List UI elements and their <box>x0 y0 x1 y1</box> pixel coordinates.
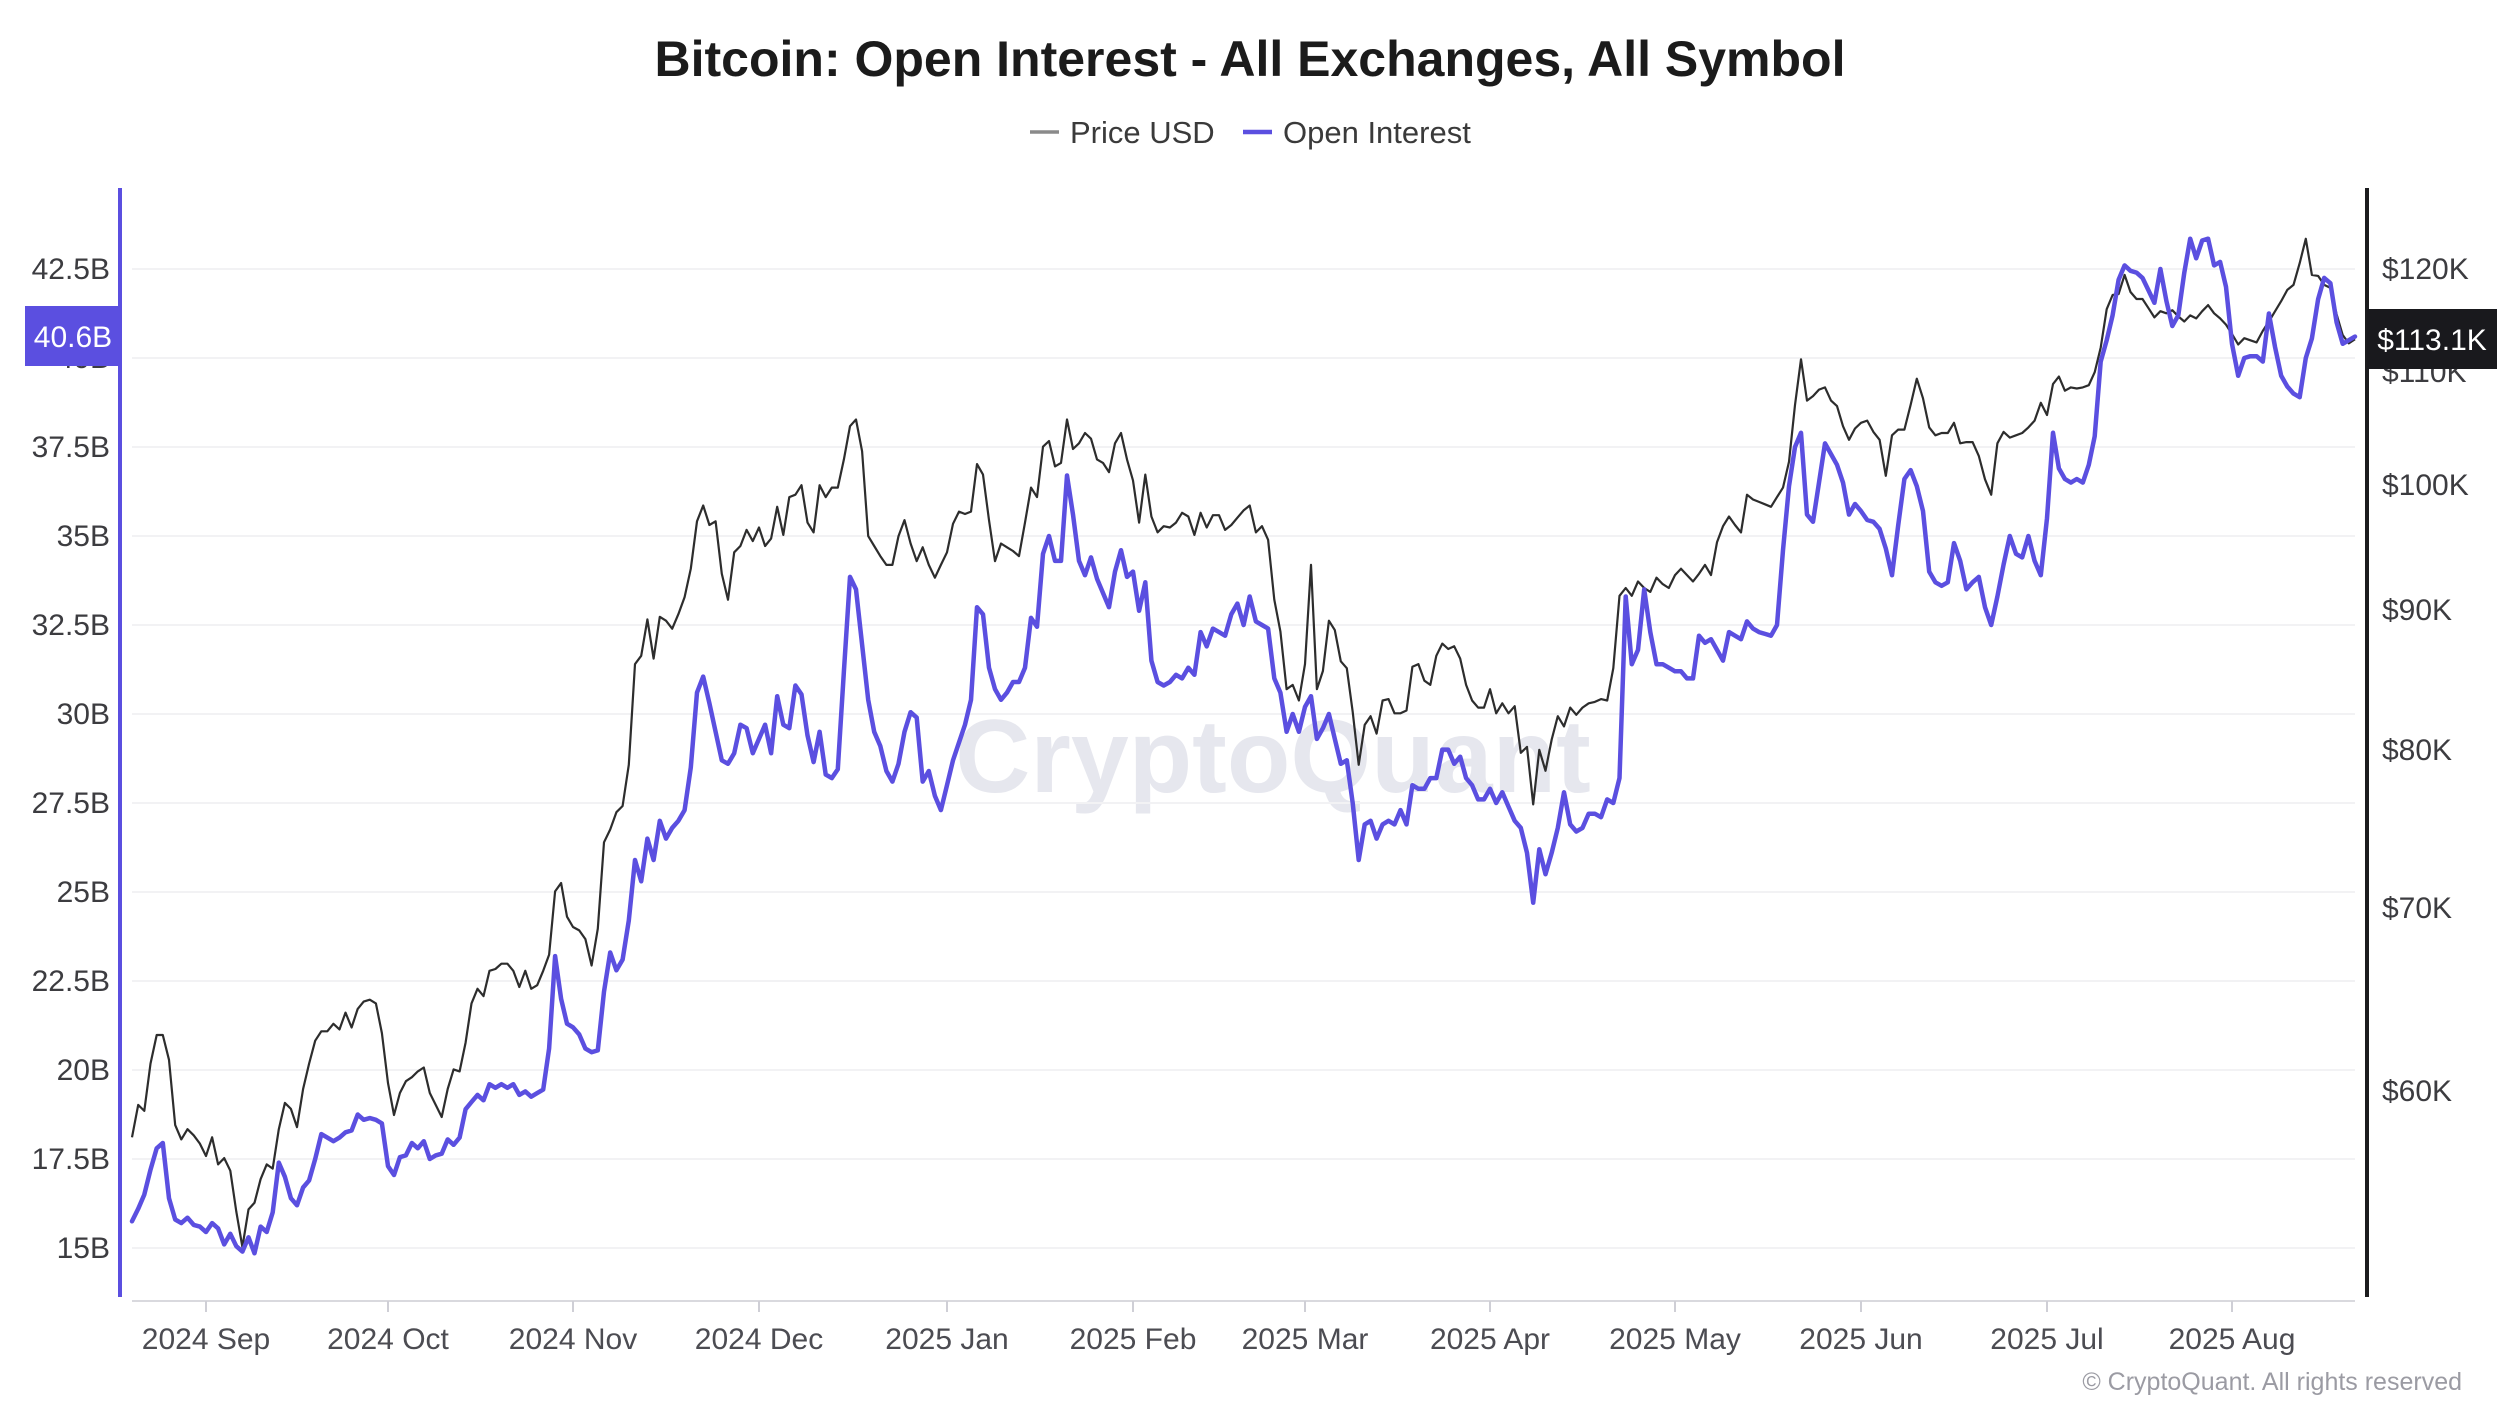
svg-text:2025 Aug: 2025 Aug <box>2169 1323 2296 1356</box>
svg-text:$80K: $80K <box>2382 734 2452 767</box>
svg-text:$120K: $120K <box>2382 253 2469 286</box>
svg-text:Price USD: Price USD <box>1070 115 1215 150</box>
svg-text:25B: 25B <box>57 876 110 909</box>
svg-text:$100K: $100K <box>2382 469 2469 502</box>
svg-text:35B: 35B <box>57 520 110 553</box>
svg-text:2024 Dec: 2024 Dec <box>695 1323 823 1356</box>
svg-text:37.5B: 37.5B <box>32 431 110 464</box>
svg-text:2024 Nov: 2024 Nov <box>509 1323 637 1356</box>
svg-text:20B: 20B <box>57 1054 110 1087</box>
svg-text:32.5B: 32.5B <box>32 609 110 642</box>
svg-text:Bitcoin: Open Interest - All E: Bitcoin: Open Interest - All Exchanges, … <box>655 31 1846 87</box>
svg-text:$113.1K: $113.1K <box>2377 324 2487 357</box>
svg-text:42.5B: 42.5B <box>32 253 110 286</box>
svg-text:$60K: $60K <box>2382 1075 2452 1108</box>
svg-text:2025 Jan: 2025 Jan <box>885 1323 1008 1356</box>
svg-text:2025 Jun: 2025 Jun <box>1799 1323 1922 1356</box>
svg-text:Open Interest: Open Interest <box>1283 115 1471 150</box>
svg-text:2025 Feb: 2025 Feb <box>1070 1323 1197 1356</box>
svg-text:2025 Jul: 2025 Jul <box>1990 1323 2103 1356</box>
svg-text:17.5B: 17.5B <box>32 1143 110 1176</box>
svg-text:2025 May: 2025 May <box>1609 1323 1741 1356</box>
svg-text:30B: 30B <box>57 698 110 731</box>
svg-text:2024 Sep: 2024 Sep <box>142 1323 270 1356</box>
svg-text:40.6B: 40.6B <box>34 321 112 354</box>
svg-text:2025 Mar: 2025 Mar <box>1242 1323 1369 1356</box>
svg-text:2025 Apr: 2025 Apr <box>1430 1323 1550 1356</box>
svg-text:$90K: $90K <box>2382 594 2452 627</box>
svg-text:22.5B: 22.5B <box>32 965 110 998</box>
svg-text:© CryptoQuant. All rights rese: © CryptoQuant. All rights reserved <box>2082 1368 2462 1396</box>
svg-text:27.5B: 27.5B <box>32 787 110 820</box>
svg-text:2024 Oct: 2024 Oct <box>327 1323 449 1356</box>
svg-text:$70K: $70K <box>2382 892 2452 925</box>
svg-text:15B: 15B <box>57 1232 110 1265</box>
